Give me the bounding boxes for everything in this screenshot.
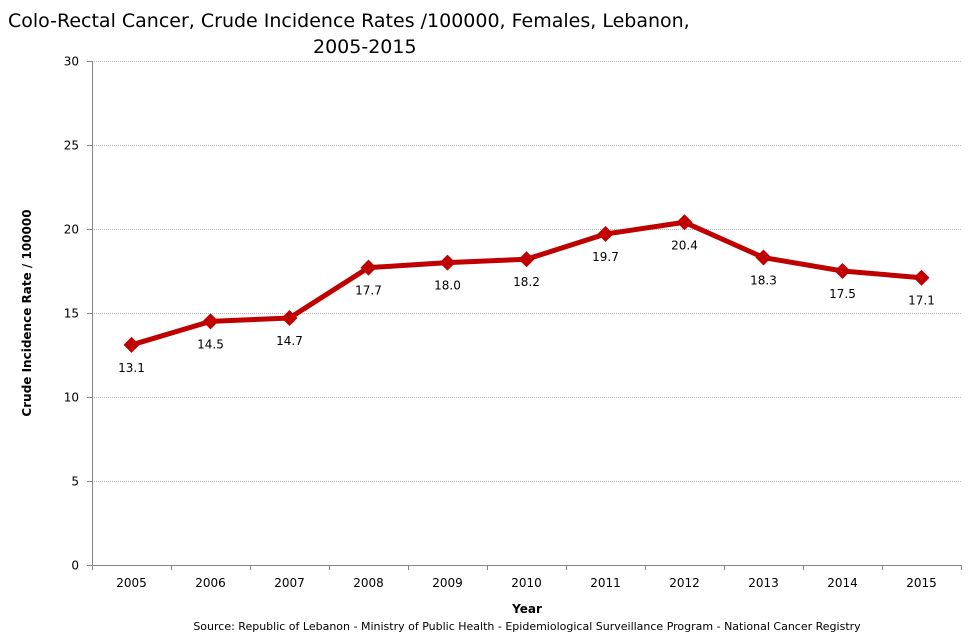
y-tick-label: 0 (71, 559, 79, 573)
y-tick-label: 20 (64, 223, 79, 237)
data-label: 18.2 (513, 275, 540, 289)
chart-title-line2: 2005-2015 (313, 36, 417, 58)
series-females (123, 214, 930, 353)
data-label: 14.7 (276, 334, 303, 348)
y-tick-label: 5 (71, 475, 79, 489)
data-label: 13.1 (118, 361, 145, 375)
x-tick-label: 2013 (748, 576, 779, 590)
data-point-marker (676, 214, 693, 231)
gridlines (92, 61, 961, 482)
x-tick-label: 2015 (906, 576, 937, 590)
x-tick-label: 2006 (195, 576, 226, 590)
data-point-marker (755, 249, 772, 266)
y-axis-title: Crude Incidence Rate / 100000 (20, 209, 34, 416)
y-tick-label: 30 (64, 55, 79, 69)
x-tick-label: 2008 (353, 576, 384, 590)
data-labels: 13.1 14.5 14.7 17.7 18.0 18.2 19.7 20.4 18.3 17.5… (118, 238, 935, 375)
data-point-marker (834, 263, 851, 279)
data-point-marker (202, 313, 219, 330)
data-label: 17.5 (829, 287, 856, 301)
data-label: 20.4 (671, 238, 698, 252)
data-label: 17.7 (355, 284, 382, 298)
y-tick-label: 10 (64, 391, 79, 405)
y-tick-label: 15 (64, 307, 79, 321)
source-note: Source: Republic of Lebanon - Ministry o… (193, 620, 861, 633)
data-point-marker (518, 251, 535, 268)
x-tick-label: 2014 (827, 576, 858, 590)
x-tick-label: 2005 (116, 576, 147, 590)
x-tick-label: 2012 (669, 576, 700, 590)
data-label: 19.7 (592, 250, 619, 264)
x-tick-label: 2011 (590, 576, 621, 590)
data-point-marker (439, 254, 456, 271)
y-axis: 0 5 10 15 20 25 30 (64, 55, 93, 573)
data-point-marker (281, 310, 298, 327)
x-tick-label: 2010 (511, 576, 542, 590)
data-point-marker (597, 226, 614, 243)
y-tick-label: 25 (64, 139, 79, 153)
chart-title-line1: Colo-Rectal Cancer, Crude Incidence Rate… (8, 10, 690, 32)
x-axis-title: Year (511, 602, 542, 616)
data-label: 18.0 (434, 279, 461, 293)
x-tick-label: 2009 (432, 576, 463, 590)
data-label: 18.3 (750, 274, 777, 288)
data-label: 17.1 (908, 294, 935, 308)
data-point-marker (123, 336, 140, 353)
x-axis: 2005 2006 2007 2008 2009 2010 2011 2012 2013 2014… (92, 565, 962, 590)
x-tick-label: 2007 (274, 576, 305, 590)
data-label: 14.5 (197, 337, 224, 351)
data-point-marker (913, 269, 930, 286)
data-point-marker (360, 259, 377, 276)
